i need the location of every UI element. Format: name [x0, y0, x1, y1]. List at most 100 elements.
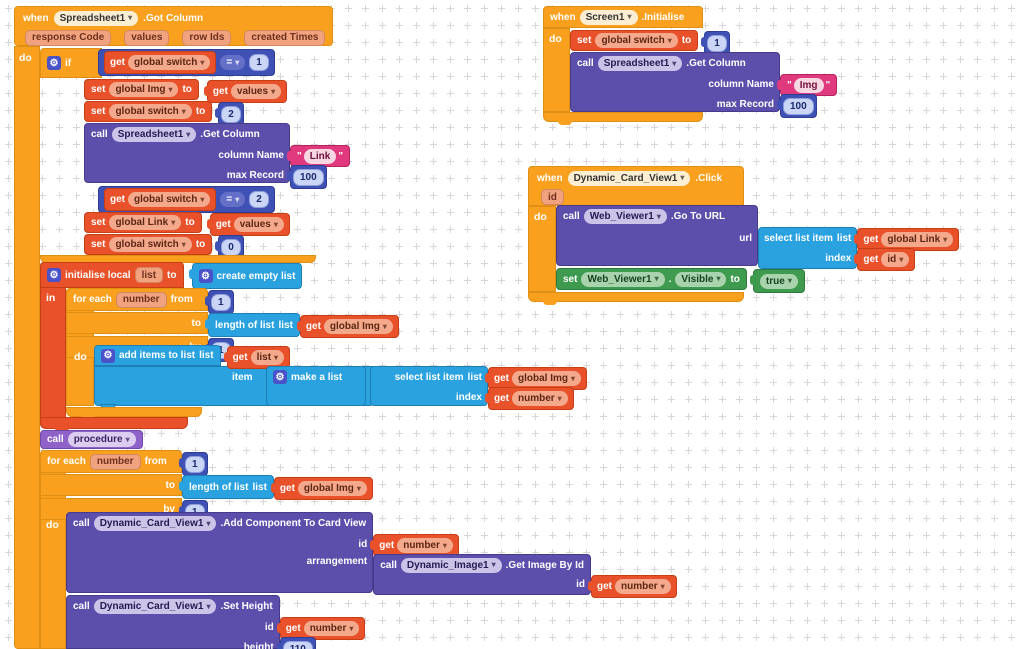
foreach2-block[interactable]: for each number from 1 — [40, 450, 208, 476]
component-dropdown[interactable]: Dynamic_Card_View1 ▾ — [567, 170, 691, 186]
component-dropdown[interactable]: Web_Viewer1 ▾ — [581, 271, 665, 287]
param-values[interactable]: values — [124, 29, 170, 46]
add-items-block[interactable]: ⚙ add items to list list get list ▾ — [94, 345, 291, 369]
logic-dropdown[interactable]: true ▾ — [759, 273, 798, 289]
param-response-code[interactable]: response Code — [25, 29, 112, 46]
variable-dropdown[interactable]: global switch ▾ — [128, 55, 211, 70]
local-var-chip[interactable]: list — [134, 267, 164, 283]
variable-dropdown[interactable]: values ▾ — [230, 84, 282, 99]
param-created-times[interactable]: created Times — [244, 29, 326, 46]
number-block[interactable]: 100 — [287, 165, 327, 189]
call-get-column-block[interactable]: call Spreadsheet1 ▾ .Get Column column Na… — [570, 52, 838, 118]
operator-dropdown[interactable]: = ▾ — [220, 192, 246, 207]
variable-dropdown[interactable]: global Img ▾ — [109, 82, 179, 97]
number-block[interactable]: 2 — [215, 102, 244, 126]
length-of-list-block[interactable]: length of list list get global Img ▾ — [179, 475, 373, 500]
component-dropdown[interactable]: Dynamic_Card_View1 ▾ — [93, 516, 217, 531]
if-block[interactable]: ⚙ if — [40, 48, 102, 78]
mutator-gear-icon[interactable]: ⚙ — [198, 269, 213, 283]
text-field[interactable]: Img — [793, 77, 824, 93]
event-block-click[interactable]: when Dynamic_Card_View1 ▾ .Click id — [528, 166, 744, 206]
get-values-block[interactable]: get values ▾ — [203, 80, 288, 103]
number-field[interactable]: 1 — [249, 54, 269, 71]
variable-dropdown[interactable]: values ▾ — [233, 217, 284, 232]
variable-dropdown[interactable]: id ▾ — [881, 252, 910, 267]
variable-dropdown[interactable]: number ▾ — [512, 391, 568, 406]
get-block[interactable]: get global switch ▾ — [104, 188, 217, 211]
get-number-block[interactable]: get number ▾ — [485, 387, 574, 410]
event-block-initialise[interactable]: when Screen1 ▾ .Initialise — [543, 6, 703, 28]
call-get-image-block[interactable]: call Dynamic_Image1 ▾ .Get Image By Id id… — [373, 554, 677, 598]
variable-dropdown[interactable]: number ▾ — [303, 621, 360, 636]
variable-dropdown[interactable]: global switch ▾ — [109, 104, 192, 119]
length-of-list-block[interactable]: length of list list get global Img ▾ — [205, 313, 399, 338]
init-local-block[interactable]: ⚙ initialise local list to ⚙ create empt… — [40, 262, 303, 289]
set-global-img-block[interactable]: set global Img ▾ to get values ▾ — [84, 79, 288, 103]
operator-dropdown[interactable]: = ▾ — [220, 55, 246, 70]
text-string-block[interactable]: " Img " — [776, 74, 838, 96]
loop-var-chip[interactable]: number — [115, 291, 167, 308]
set-global-switch-block[interactable]: set global switch ▾ to 1 — [570, 30, 730, 55]
component-dropdown[interactable]: Screen1 ▾ — [579, 9, 638, 25]
event-block-got-column[interactable]: when Spreadsheet1 ▾ .Got Column response … — [14, 6, 333, 46]
component-dropdown[interactable]: Dynamic_Card_View1 ▾ — [93, 599, 217, 614]
number-block[interactable]: 100 — [777, 94, 817, 118]
number-block[interactable]: 110 — [276, 637, 316, 649]
equals-block[interactable]: get global switch ▾ = ▾ 2 — [98, 186, 275, 213]
variable-dropdown[interactable]: global Img ▾ — [297, 481, 367, 496]
text-field[interactable]: Link — [303, 148, 337, 164]
variable-dropdown[interactable]: number ▾ — [615, 579, 671, 594]
get-global-link-block[interactable]: get global Link ▾ — [854, 228, 960, 251]
number-block[interactable]: 1 — [179, 452, 208, 476]
get-global-img-block[interactable]: get global Img ▾ — [484, 367, 588, 390]
mutator-gear-icon[interactable]: ⚙ — [101, 348, 115, 363]
get-id-block[interactable]: get id ▾ — [854, 248, 916, 271]
set-global-switch-block[interactable]: set global switch ▾ to 0 — [84, 234, 244, 259]
make-a-list-block[interactable]: ⚙ make a list — [266, 366, 366, 406]
param-id[interactable]: id — [541, 189, 564, 205]
component-dropdown[interactable]: Spreadsheet1 ▾ — [53, 10, 139, 26]
set-global-link-block[interactable]: set global Link ▾ to get values ▾ — [84, 212, 290, 236]
variable-dropdown[interactable]: global switch ▾ — [595, 33, 678, 48]
true-block[interactable]: true ▾ — [749, 269, 805, 293]
variable-dropdown[interactable]: global switch ▾ — [128, 192, 211, 207]
variable-dropdown[interactable]: global Img ▾ — [323, 319, 393, 334]
number-field[interactable]: 2 — [249, 191, 269, 208]
get-values-block[interactable]: get values ▾ — [206, 213, 290, 236]
get-list-block[interactable]: get list ▾ — [223, 346, 291, 369]
call-add-component-block[interactable]: call Dynamic_Card_View1 ▾ .Add Component … — [66, 512, 677, 598]
loop-var-chip[interactable]: number — [89, 453, 141, 470]
set-visible-block[interactable]: set Web_Viewer1 ▾ . Visible ▾ to true ▾ — [556, 268, 805, 293]
mutator-gear-icon[interactable]: ⚙ — [47, 268, 61, 282]
component-dropdown[interactable]: Web_Viewer1 ▾ — [583, 209, 667, 224]
number-block[interactable]: 1 — [205, 290, 234, 314]
get-number-block[interactable]: get number ▾ — [588, 575, 677, 598]
call-go-to-url-block[interactable]: call Web_Viewer1 ▾ .Go To URL url select … — [556, 205, 960, 271]
variable-dropdown[interactable]: list ▾ — [250, 350, 285, 365]
call-set-height-block[interactable]: call Dynamic_Card_View1 ▾ .Set Height id … — [66, 595, 366, 649]
foreach1-block[interactable]: for each number from 1 — [66, 288, 234, 314]
component-dropdown[interactable]: Dynamic_Image1 ▾ — [400, 557, 502, 573]
create-empty-list-block[interactable]: ⚙ create empty list — [188, 263, 303, 289]
get-global-img-block[interactable]: get global Img ▾ — [296, 315, 399, 338]
component-dropdown[interactable]: Spreadsheet1 ▾ — [111, 127, 197, 142]
call-get-column-block[interactable]: call Spreadsheet1 ▾ .Get Column column Na… — [84, 123, 351, 189]
mutator-gear-icon[interactable]: ⚙ — [273, 370, 287, 384]
variable-dropdown[interactable]: global switch ▾ — [109, 237, 192, 252]
mutator-gear-icon[interactable]: ⚙ — [47, 56, 61, 70]
param-row-ids[interactable]: row Ids — [182, 29, 232, 46]
variable-dropdown[interactable]: number ▾ — [397, 538, 453, 553]
procedure-dropdown[interactable]: procedure ▾ — [67, 432, 136, 447]
get-global-img-block[interactable]: get global Img ▾ — [270, 477, 373, 500]
variable-dropdown[interactable]: global Img ▾ — [512, 371, 582, 386]
get-number-block[interactable]: get number ▾ — [276, 617, 366, 640]
component-dropdown[interactable]: Spreadsheet1 ▾ — [597, 56, 683, 71]
text-string-block[interactable]: " Link " — [286, 145, 351, 167]
set-global-switch-block[interactable]: set global switch ▾ to 2 — [84, 101, 244, 126]
get-block[interactable]: get global switch ▾ — [104, 51, 217, 74]
property-dropdown[interactable]: Visible ▾ — [675, 271, 727, 287]
variable-dropdown[interactable]: global Link ▾ — [881, 232, 954, 247]
select-list-item-block[interactable]: select list item list get global Link ▾ in… — [758, 227, 960, 271]
equals-block[interactable]: get global switch ▾ = ▾ 1 — [98, 49, 275, 76]
